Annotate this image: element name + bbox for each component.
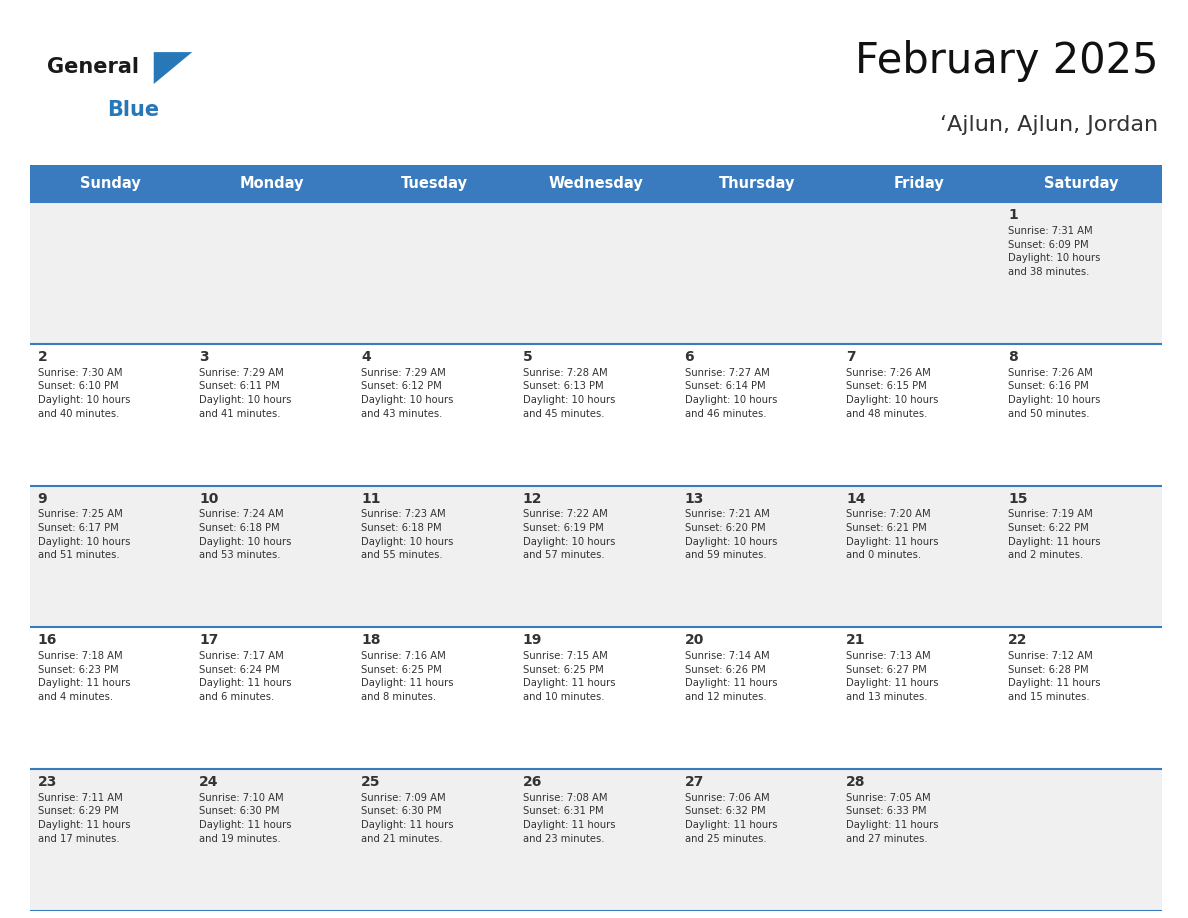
- Text: Sunrise: 7:19 AM
Sunset: 6:22 PM
Daylight: 11 hours
and 2 minutes.: Sunrise: 7:19 AM Sunset: 6:22 PM Dayligh…: [1009, 509, 1100, 560]
- Bar: [677, 165, 839, 202]
- Text: Sunrise: 7:10 AM
Sunset: 6:30 PM
Daylight: 11 hours
and 19 minutes.: Sunrise: 7:10 AM Sunset: 6:30 PM Dayligh…: [200, 793, 292, 844]
- Text: 20: 20: [684, 633, 704, 647]
- Text: Sunrise: 7:26 AM
Sunset: 6:15 PM
Daylight: 10 hours
and 48 minutes.: Sunrise: 7:26 AM Sunset: 6:15 PM Dayligh…: [846, 368, 939, 419]
- Text: Sunrise: 7:11 AM
Sunset: 6:29 PM
Daylight: 11 hours
and 17 minutes.: Sunrise: 7:11 AM Sunset: 6:29 PM Dayligh…: [38, 793, 131, 844]
- Text: 3: 3: [200, 350, 209, 364]
- Text: Sunrise: 7:18 AM
Sunset: 6:23 PM
Daylight: 11 hours
and 4 minutes.: Sunrise: 7:18 AM Sunset: 6:23 PM Dayligh…: [38, 651, 131, 702]
- Bar: [30, 769, 1162, 911]
- Text: Sunrise: 7:26 AM
Sunset: 6:16 PM
Daylight: 10 hours
and 50 minutes.: Sunrise: 7:26 AM Sunset: 6:16 PM Dayligh…: [1009, 368, 1100, 419]
- Text: Sunrise: 7:14 AM
Sunset: 6:26 PM
Daylight: 11 hours
and 12 minutes.: Sunrise: 7:14 AM Sunset: 6:26 PM Dayligh…: [684, 651, 777, 702]
- Text: Sunrise: 7:22 AM
Sunset: 6:19 PM
Daylight: 10 hours
and 57 minutes.: Sunrise: 7:22 AM Sunset: 6:19 PM Dayligh…: [523, 509, 615, 560]
- Text: 22: 22: [1009, 633, 1028, 647]
- Text: 16: 16: [38, 633, 57, 647]
- Text: Sunrise: 7:09 AM
Sunset: 6:30 PM
Daylight: 11 hours
and 21 minutes.: Sunrise: 7:09 AM Sunset: 6:30 PM Dayligh…: [361, 793, 454, 844]
- Text: Wednesday: Wednesday: [549, 176, 643, 191]
- Bar: [191, 165, 353, 202]
- Bar: [353, 165, 514, 202]
- Text: 11: 11: [361, 491, 380, 506]
- Text: 26: 26: [523, 775, 542, 789]
- Text: 18: 18: [361, 633, 380, 647]
- Text: Sunrise: 7:29 AM
Sunset: 6:11 PM
Daylight: 10 hours
and 41 minutes.: Sunrise: 7:29 AM Sunset: 6:11 PM Dayligh…: [200, 368, 292, 419]
- Text: ‘Ajlun, Ajlun, Jordan: ‘Ajlun, Ajlun, Jordan: [940, 115, 1158, 135]
- Text: Sunrise: 7:24 AM
Sunset: 6:18 PM
Daylight: 10 hours
and 53 minutes.: Sunrise: 7:24 AM Sunset: 6:18 PM Dayligh…: [200, 509, 292, 560]
- Text: 2: 2: [38, 350, 48, 364]
- Text: 15: 15: [1009, 491, 1028, 506]
- Text: Sunrise: 7:31 AM
Sunset: 6:09 PM
Daylight: 10 hours
and 38 minutes.: Sunrise: 7:31 AM Sunset: 6:09 PM Dayligh…: [1009, 226, 1100, 277]
- Text: 27: 27: [684, 775, 704, 789]
- Bar: [1000, 165, 1162, 202]
- Text: Thursday: Thursday: [719, 176, 796, 191]
- Text: Monday: Monday: [240, 176, 304, 191]
- Text: Sunrise: 7:30 AM
Sunset: 6:10 PM
Daylight: 10 hours
and 40 minutes.: Sunrise: 7:30 AM Sunset: 6:10 PM Dayligh…: [38, 368, 129, 419]
- Bar: [514, 165, 677, 202]
- Text: Sunrise: 7:20 AM
Sunset: 6:21 PM
Daylight: 11 hours
and 0 minutes.: Sunrise: 7:20 AM Sunset: 6:21 PM Dayligh…: [846, 509, 939, 560]
- Text: Sunrise: 7:23 AM
Sunset: 6:18 PM
Daylight: 10 hours
and 55 minutes.: Sunrise: 7:23 AM Sunset: 6:18 PM Dayligh…: [361, 509, 454, 560]
- Text: Sunrise: 7:06 AM
Sunset: 6:32 PM
Daylight: 11 hours
and 25 minutes.: Sunrise: 7:06 AM Sunset: 6:32 PM Dayligh…: [684, 793, 777, 844]
- Text: Sunrise: 7:25 AM
Sunset: 6:17 PM
Daylight: 10 hours
and 51 minutes.: Sunrise: 7:25 AM Sunset: 6:17 PM Dayligh…: [38, 509, 129, 560]
- Text: Saturday: Saturday: [1044, 176, 1118, 191]
- Text: 8: 8: [1009, 350, 1018, 364]
- Text: 25: 25: [361, 775, 380, 789]
- Text: Sunrise: 7:28 AM
Sunset: 6:13 PM
Daylight: 10 hours
and 45 minutes.: Sunrise: 7:28 AM Sunset: 6:13 PM Dayligh…: [523, 368, 615, 419]
- Text: 13: 13: [684, 491, 704, 506]
- Text: 12: 12: [523, 491, 543, 506]
- Text: Sunrise: 7:15 AM
Sunset: 6:25 PM
Daylight: 11 hours
and 10 minutes.: Sunrise: 7:15 AM Sunset: 6:25 PM Dayligh…: [523, 651, 615, 702]
- Text: 9: 9: [38, 491, 48, 506]
- Text: 23: 23: [38, 775, 57, 789]
- Text: 5: 5: [523, 350, 532, 364]
- Text: 28: 28: [846, 775, 866, 789]
- Bar: [30, 202, 1162, 344]
- Text: 1: 1: [1009, 208, 1018, 222]
- Text: 19: 19: [523, 633, 542, 647]
- Text: Blue: Blue: [107, 100, 159, 120]
- Text: Sunday: Sunday: [81, 176, 141, 191]
- Bar: [839, 165, 1000, 202]
- Bar: [30, 486, 1162, 627]
- Text: 21: 21: [846, 633, 866, 647]
- Text: February 2025: February 2025: [855, 39, 1158, 82]
- Bar: [30, 344, 1162, 486]
- Text: 6: 6: [684, 350, 694, 364]
- Text: 14: 14: [846, 491, 866, 506]
- Text: Sunrise: 7:12 AM
Sunset: 6:28 PM
Daylight: 11 hours
and 15 minutes.: Sunrise: 7:12 AM Sunset: 6:28 PM Dayligh…: [1009, 651, 1100, 702]
- Text: General: General: [46, 57, 139, 76]
- Polygon shape: [153, 52, 192, 84]
- Text: Sunrise: 7:17 AM
Sunset: 6:24 PM
Daylight: 11 hours
and 6 minutes.: Sunrise: 7:17 AM Sunset: 6:24 PM Dayligh…: [200, 651, 292, 702]
- Text: 24: 24: [200, 775, 219, 789]
- Text: Sunrise: 7:29 AM
Sunset: 6:12 PM
Daylight: 10 hours
and 43 minutes.: Sunrise: 7:29 AM Sunset: 6:12 PM Dayligh…: [361, 368, 454, 419]
- Text: Sunrise: 7:27 AM
Sunset: 6:14 PM
Daylight: 10 hours
and 46 minutes.: Sunrise: 7:27 AM Sunset: 6:14 PM Dayligh…: [684, 368, 777, 419]
- Text: Tuesday: Tuesday: [400, 176, 468, 191]
- Text: 7: 7: [846, 350, 855, 364]
- Text: Sunrise: 7:08 AM
Sunset: 6:31 PM
Daylight: 11 hours
and 23 minutes.: Sunrise: 7:08 AM Sunset: 6:31 PM Dayligh…: [523, 793, 615, 844]
- Bar: [30, 165, 191, 202]
- Text: 4: 4: [361, 350, 371, 364]
- Text: 17: 17: [200, 633, 219, 647]
- Bar: [30, 627, 1162, 769]
- Text: 10: 10: [200, 491, 219, 506]
- Text: Sunrise: 7:21 AM
Sunset: 6:20 PM
Daylight: 10 hours
and 59 minutes.: Sunrise: 7:21 AM Sunset: 6:20 PM Dayligh…: [684, 509, 777, 560]
- Text: Sunrise: 7:13 AM
Sunset: 6:27 PM
Daylight: 11 hours
and 13 minutes.: Sunrise: 7:13 AM Sunset: 6:27 PM Dayligh…: [846, 651, 939, 702]
- Text: Friday: Friday: [893, 176, 944, 191]
- Text: Sunrise: 7:05 AM
Sunset: 6:33 PM
Daylight: 11 hours
and 27 minutes.: Sunrise: 7:05 AM Sunset: 6:33 PM Dayligh…: [846, 793, 939, 844]
- Text: Sunrise: 7:16 AM
Sunset: 6:25 PM
Daylight: 11 hours
and 8 minutes.: Sunrise: 7:16 AM Sunset: 6:25 PM Dayligh…: [361, 651, 454, 702]
